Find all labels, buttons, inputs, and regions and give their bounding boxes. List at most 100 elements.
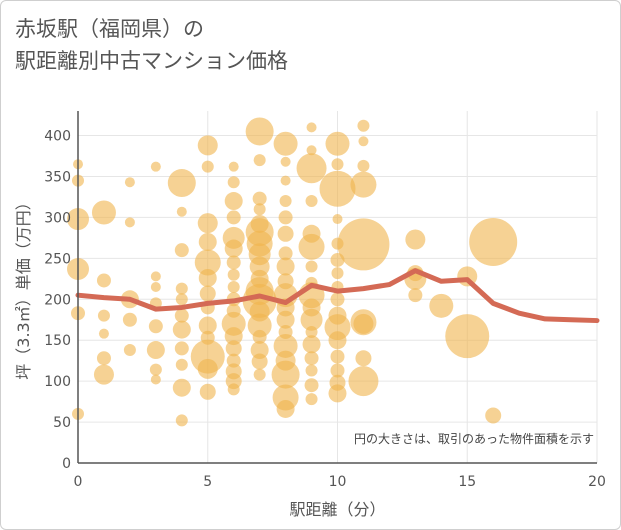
data-bubble: [175, 414, 188, 427]
data-bubble: [175, 358, 188, 371]
data-bubble: [252, 329, 267, 344]
data-bubble: [150, 161, 161, 172]
data-bubble: [319, 170, 356, 207]
data-bubble: [353, 313, 374, 334]
data-bubble: [305, 364, 318, 377]
data-bubble: [251, 353, 268, 370]
data-bubble: [305, 260, 318, 273]
data-bubble: [150, 282, 161, 292]
data-bubble: [302, 335, 321, 354]
data-bubble: [408, 288, 423, 303]
data-bubble: [355, 350, 372, 367]
data-bubble: [304, 378, 319, 393]
chart-title-line-1: 赤坂駅（福岡県）の: [15, 17, 204, 41]
y-tick-label: 50: [53, 415, 71, 431]
data-bubble: [228, 161, 239, 172]
data-bubble: [167, 169, 196, 198]
data-bubble: [300, 308, 323, 331]
data-bubble: [306, 145, 317, 156]
data-bubble: [305, 195, 318, 208]
data-bubble: [176, 206, 187, 217]
data-bubble: [124, 177, 135, 188]
x-tick-label: 5: [203, 474, 212, 490]
data-bubble: [146, 341, 165, 360]
data-bubble: [198, 316, 217, 335]
data-bubble: [357, 159, 370, 172]
data-bubble: [429, 293, 454, 318]
data-bubble: [253, 154, 266, 167]
data-bubble: [148, 319, 163, 334]
data-bubble: [197, 213, 218, 234]
data-bubble: [149, 363, 162, 376]
data-bubble: [328, 384, 347, 403]
data-bubble: [445, 314, 490, 359]
x-axis-label: 駅距離（分）: [289, 500, 385, 519]
data-bubble: [172, 320, 191, 339]
data-bubble: [201, 160, 214, 173]
y-tick-label: 250: [44, 251, 71, 267]
data-bubble: [271, 360, 300, 389]
data-bubble: [97, 309, 110, 322]
data-bubble: [175, 282, 188, 295]
data-bubble: [328, 331, 347, 350]
data-bubble: [224, 192, 243, 211]
data-bubble: [330, 363, 345, 378]
data-bubble: [124, 217, 135, 228]
average-price-line: [75, 268, 600, 324]
data-bubble: [123, 344, 136, 357]
y-tick-label: 400: [44, 129, 71, 145]
data-bubble: [227, 281, 240, 293]
y-tick-label: 0: [62, 456, 71, 472]
axes: [77, 111, 597, 464]
data-bubble: [252, 191, 267, 206]
data-bubble: [122, 312, 137, 327]
x-tick-label: 20: [588, 474, 606, 490]
data-bubble: [357, 119, 370, 132]
data-bubble: [337, 218, 390, 271]
data-bubble: [174, 243, 189, 258]
x-tick-label: 0: [74, 474, 83, 490]
data-bubble: [324, 314, 351, 341]
bubble-size-note: 円の大きさは、取引のあった物件面積を示す: [354, 431, 594, 446]
y-tick-label: 200: [44, 292, 71, 308]
data-bubble: [331, 158, 344, 171]
y-tick-label: 300: [44, 210, 71, 226]
data-bubble: [198, 268, 217, 287]
data-bubble: [280, 175, 291, 186]
data-bubble: [197, 135, 218, 156]
x-tick-label: 15: [458, 474, 476, 490]
data-bubble: [253, 368, 266, 381]
x-tick-label: 10: [329, 474, 347, 490]
data-bubble: [325, 131, 350, 156]
data-bubble: [199, 383, 216, 400]
data-bubble: [175, 293, 188, 306]
chart-title: 赤坂駅（福岡県）の 駅距離別中古マンション価格: [15, 13, 288, 77]
data-bubble: [305, 326, 318, 339]
data-bubble: [276, 310, 295, 329]
data-bubble: [150, 374, 161, 385]
y-tick-label: 150: [44, 333, 71, 349]
data-bubble: [280, 156, 291, 167]
data-bubble: [348, 366, 379, 397]
data-bubble: [172, 378, 191, 397]
data-bubble: [306, 122, 317, 133]
data-bubble: [469, 217, 518, 266]
tick-labels: 0 50 100 150 200 250 300 350 400 0 5 10 15 20: [44, 129, 606, 490]
data-bubble: [224, 239, 243, 258]
data-bubble: [304, 351, 319, 366]
data-bubble: [332, 214, 343, 225]
data-bubble: [276, 399, 295, 418]
data-bubble: [224, 327, 243, 346]
data-bubble: [96, 273, 111, 288]
data-bubble: [227, 383, 240, 396]
data-bubble: [91, 200, 116, 225]
data-bubble: [305, 393, 318, 406]
data-bubble: [199, 285, 216, 302]
chart-title-line-2: 駅距離別中古マンション価格: [15, 49, 288, 73]
data-bubble: [296, 153, 327, 184]
data-bubble: [350, 171, 377, 198]
data-bubble: [93, 364, 114, 385]
data-bubble: [330, 349, 345, 364]
